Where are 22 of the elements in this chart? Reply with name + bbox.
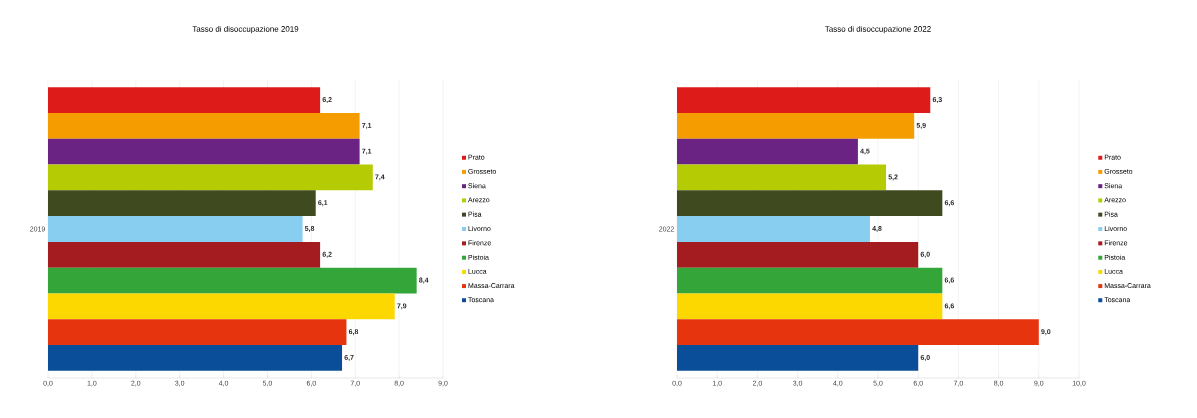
bar [48, 138, 360, 165]
bar [48, 112, 360, 139]
bar [677, 112, 915, 139]
bar [677, 267, 943, 294]
bar [677, 293, 943, 320]
bar [677, 164, 887, 191]
bar [48, 267, 417, 294]
bar [677, 319, 1039, 346]
bar [48, 241, 321, 268]
bar [677, 190, 943, 217]
bar [48, 293, 395, 320]
bar [677, 138, 858, 165]
bar [677, 241, 919, 268]
bar [677, 87, 931, 113]
bar [677, 345, 919, 371]
bar [48, 87, 321, 113]
bar [48, 345, 343, 371]
bar [48, 164, 373, 191]
bar [48, 190, 316, 217]
bar [48, 319, 347, 346]
bar [677, 216, 870, 242]
bar [48, 216, 303, 242]
